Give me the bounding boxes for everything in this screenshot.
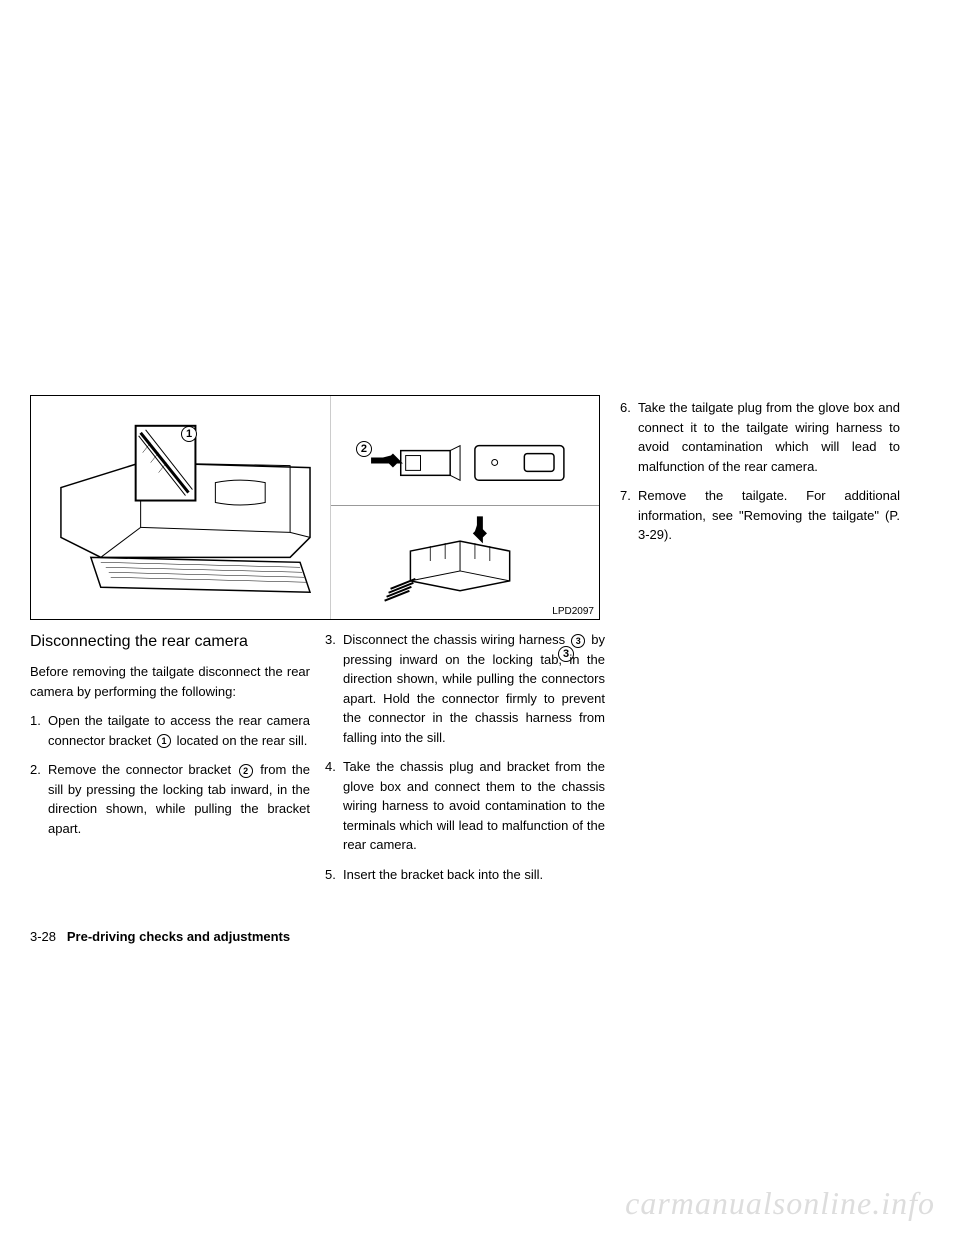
step-5: 5. Insert the bracket back into the sill… bbox=[325, 865, 605, 885]
page-footer: 3-28 Pre-driving checks and adjustments bbox=[30, 929, 290, 944]
heading-disconnecting: Disconnecting the rear camera bbox=[30, 630, 310, 654]
step-2: 2. Remove the connector bracket 2 from t… bbox=[30, 760, 310, 838]
inline-circle-2: 2 bbox=[239, 764, 253, 778]
step-4: 4. Take the chassis plug and bracket fro… bbox=[325, 757, 605, 855]
intro-text: Before removing the tailgate disconnect … bbox=[30, 662, 310, 701]
callout-2: 2 bbox=[356, 441, 372, 457]
inline-circle-3: 3 bbox=[571, 634, 585, 648]
step-text: Remove the connector bracket 2 from the … bbox=[48, 760, 310, 838]
column-2: 3. Disconnect the chassis wiring harness… bbox=[325, 630, 605, 894]
step-text: Insert the bracket back into the sill. bbox=[343, 865, 605, 885]
text-after: located on the rear sill. bbox=[173, 733, 307, 748]
step-num: 3. bbox=[325, 630, 343, 747]
step-text: Disconnect the chassis wiring harness 3 … bbox=[343, 630, 605, 747]
text-before: Remove the connector bracket bbox=[48, 762, 237, 777]
inline-circle-1: 1 bbox=[157, 734, 171, 748]
step-num: 7. bbox=[620, 486, 638, 545]
page-number: 3-28 bbox=[30, 929, 56, 944]
text-before: Disconnect the chassis wiring harness bbox=[343, 632, 569, 647]
step-6: 6. Take the tailgate plug from the glove… bbox=[620, 398, 900, 476]
section-title: Pre-driving checks and adjustments bbox=[67, 929, 290, 944]
step-num: 4. bbox=[325, 757, 343, 855]
step-num: 6. bbox=[620, 398, 638, 476]
step-text: Take the tailgate plug from the glove bo… bbox=[638, 398, 900, 476]
connector-bottom-diagram: 3 bbox=[331, 511, 599, 611]
step-text: Remove the tailgate. For additional info… bbox=[638, 486, 900, 545]
step-text: Take the chassis plug and bracket from t… bbox=[343, 757, 605, 855]
step-7: 7. Remove the tailgate. For additional i… bbox=[620, 486, 900, 545]
watermark: carmanualsonline.info bbox=[625, 1185, 935, 1222]
column-3: 6. Take the tailgate plug from the glove… bbox=[620, 398, 900, 555]
step-text: Open the tailgate to access the rear cam… bbox=[48, 711, 310, 750]
connector-top-diagram: 2 bbox=[331, 416, 599, 506]
step-num: 5. bbox=[325, 865, 343, 885]
text-after: by pressing inward on the locking tab, i… bbox=[343, 632, 605, 745]
step-1: 1. Open the tailgate to access the rear … bbox=[30, 711, 310, 750]
callout-1: 1 bbox=[181, 426, 197, 442]
figure-connector-panel: 2 3 bbox=[330, 396, 599, 619]
figure-code: LPD2097 bbox=[552, 606, 594, 617]
figure-box: 1 2 bbox=[30, 395, 600, 620]
step-num: 1. bbox=[30, 711, 48, 750]
figure-truck-panel: 1 bbox=[31, 396, 330, 619]
step-num: 2. bbox=[30, 760, 48, 838]
step-3: 3. Disconnect the chassis wiring harness… bbox=[325, 630, 605, 747]
column-1: Disconnecting the rear camera Before rem… bbox=[30, 630, 310, 848]
